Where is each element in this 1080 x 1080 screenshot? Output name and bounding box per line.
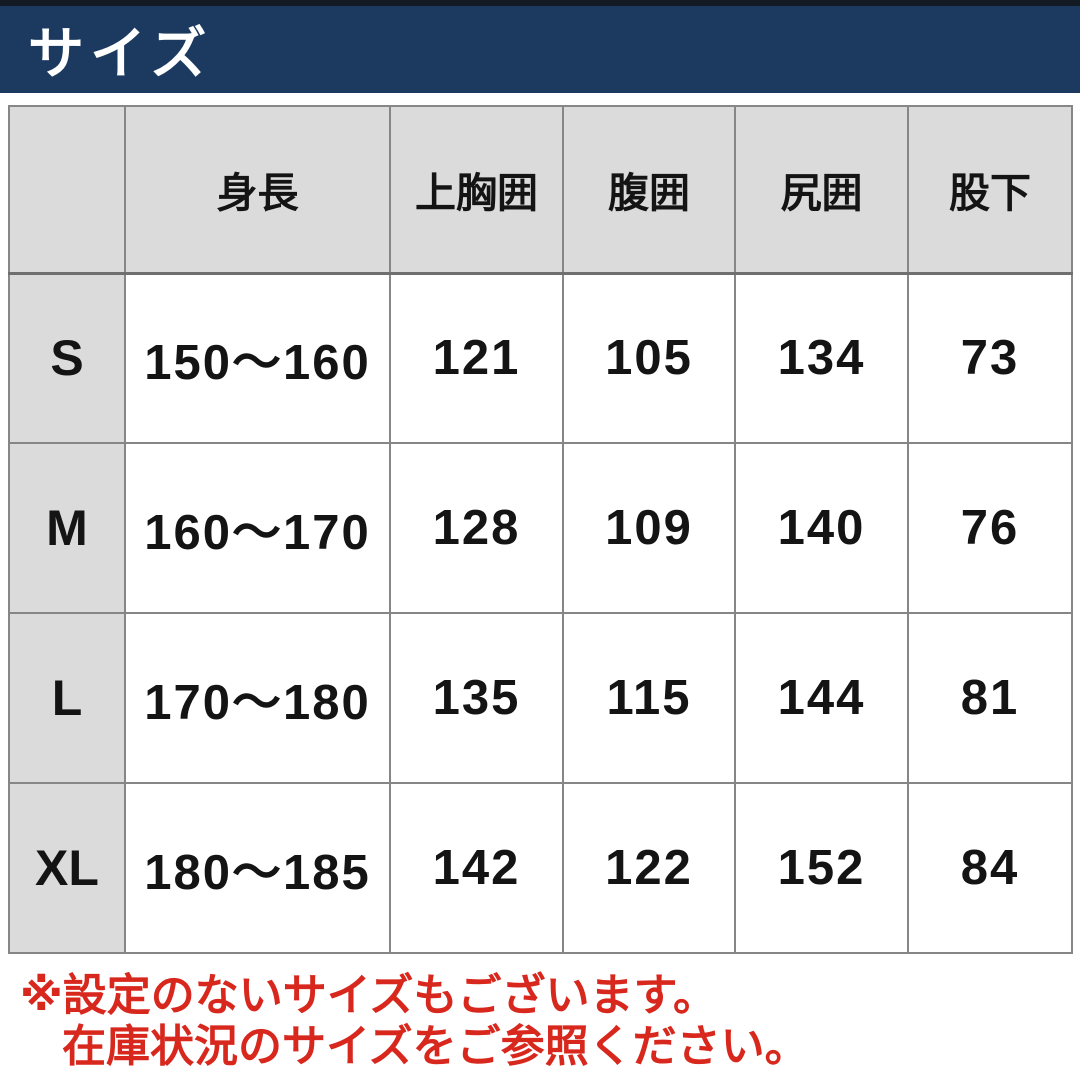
title-bar: サイズ xyxy=(0,6,1080,93)
col-header-hip: 尻囲 xyxy=(734,105,909,275)
size-availability-note: ※設定のないサイズもございます。 在庫状況のサイズをご参照ください。 xyxy=(20,970,1080,1072)
col-header-upper-chest: 上胸囲 xyxy=(389,105,564,275)
table-header-row: 身長 上胸囲 腹囲 尻囲 股下 xyxy=(8,105,1073,275)
row-label-xl: XL xyxy=(8,782,126,954)
cell-l-belly: 115 xyxy=(562,612,736,784)
row-label-s: S xyxy=(8,272,126,444)
cell-xl-height: 180〜185 xyxy=(124,782,391,954)
col-header-height: 身長 xyxy=(124,105,391,275)
cell-xl-hip: 152 xyxy=(734,782,909,954)
cell-m-upper-chest: 128 xyxy=(389,442,564,614)
cell-xl-upper-chest: 142 xyxy=(389,782,564,954)
cell-m-inseam: 76 xyxy=(907,442,1073,614)
cell-xl-belly: 122 xyxy=(562,782,736,954)
cell-l-upper-chest: 135 xyxy=(389,612,564,784)
col-header-inseam: 股下 xyxy=(907,105,1073,275)
table-row-m: M 160〜170 128 109 140 76 xyxy=(8,442,1073,614)
row-label-l: L xyxy=(8,612,126,784)
size-table: 身長 上胸囲 腹囲 尻囲 股下 S 150〜160 121 105 134 73… xyxy=(8,105,1073,954)
cell-m-hip: 140 xyxy=(734,442,909,614)
cell-m-belly: 109 xyxy=(562,442,736,614)
table-row-s: S 150〜160 121 105 134 73 xyxy=(8,272,1073,444)
corner-blank-cell xyxy=(8,105,126,275)
cell-l-hip: 144 xyxy=(734,612,909,784)
cell-s-hip: 134 xyxy=(734,272,909,444)
cell-s-upper-chest: 121 xyxy=(389,272,564,444)
cell-s-height: 150〜160 xyxy=(124,272,391,444)
cell-xl-inseam: 84 xyxy=(907,782,1073,954)
cell-s-belly: 105 xyxy=(562,272,736,444)
note-line-2: 在庫状況のサイズをご参照ください。 xyxy=(62,1022,809,1072)
top-border-line xyxy=(0,0,1080,6)
table-row-xl: XL 180〜185 142 122 152 84 xyxy=(8,782,1073,954)
note-line-1: ※設定のないサイズもございます。 xyxy=(20,971,718,1020)
cell-l-height: 170〜180 xyxy=(124,612,391,784)
table-row-l: L 170〜180 135 115 144 81 xyxy=(8,612,1073,784)
page-title: サイズ xyxy=(28,22,213,85)
cell-s-inseam: 73 xyxy=(907,272,1073,444)
cell-l-inseam: 81 xyxy=(907,612,1073,784)
cell-m-height: 160〜170 xyxy=(124,442,391,614)
row-label-m: M xyxy=(8,442,126,614)
col-header-belly: 腹囲 xyxy=(562,105,736,275)
